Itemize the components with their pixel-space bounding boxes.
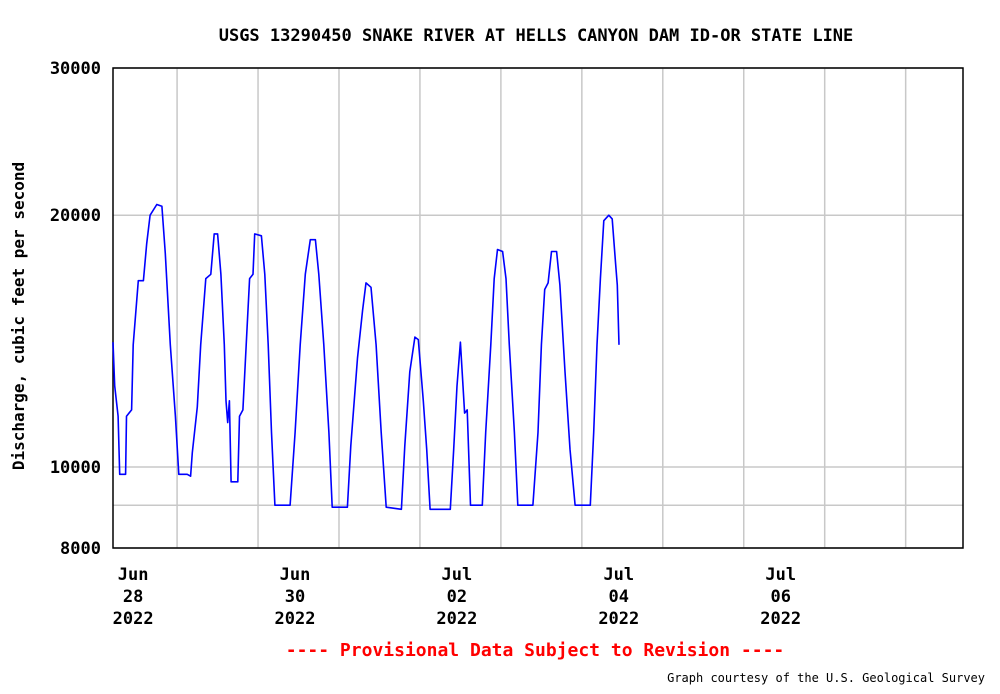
x-tick-label: 2022	[760, 609, 801, 629]
x-tick-label: 2022	[436, 609, 477, 629]
x-tick-label: 02	[447, 587, 467, 607]
x-tick-label: 30	[285, 587, 305, 607]
plot-frame	[112, 67, 964, 549]
y-tick-label: 20000	[50, 206, 101, 226]
x-tick-label: Jul	[442, 565, 473, 585]
x-tick-label: 04	[609, 587, 629, 607]
y-tick-label: 30000	[50, 59, 101, 79]
provisional-data-notice: ---- Provisional Data Subject to Revisio…	[286, 640, 785, 661]
y-axis-label: Discharge, cubic feet per second	[9, 162, 28, 470]
x-tick-label: Jun	[280, 565, 311, 585]
y-tick-label: 8000	[60, 539, 101, 559]
x-tick-label: 2022	[598, 609, 639, 629]
x-axis-ticks: Jun282022Jun302022Jul022022Jul042022Jul0…	[113, 565, 802, 629]
x-tick-label: Jun	[118, 565, 149, 585]
x-tick-label: 2022	[113, 609, 154, 629]
x-tick-label: Jul	[765, 565, 796, 585]
x-tick-label: 28	[123, 587, 143, 607]
y-tick-label: 10000	[50, 458, 101, 478]
y-axis-ticks: 30000 20000 10000 8000	[50, 59, 101, 559]
chart-title: USGS 13290450 SNAKE RIVER AT HELLS CANYO…	[219, 26, 854, 46]
x-tick-label: Jul	[603, 565, 634, 585]
x-tick-label: 06	[770, 587, 790, 607]
usgs-credit: Graph courtesy of the U.S. Geological Su…	[667, 671, 985, 685]
discharge-series-line	[112, 203, 620, 511]
x-tick-label: 2022	[275, 609, 316, 629]
